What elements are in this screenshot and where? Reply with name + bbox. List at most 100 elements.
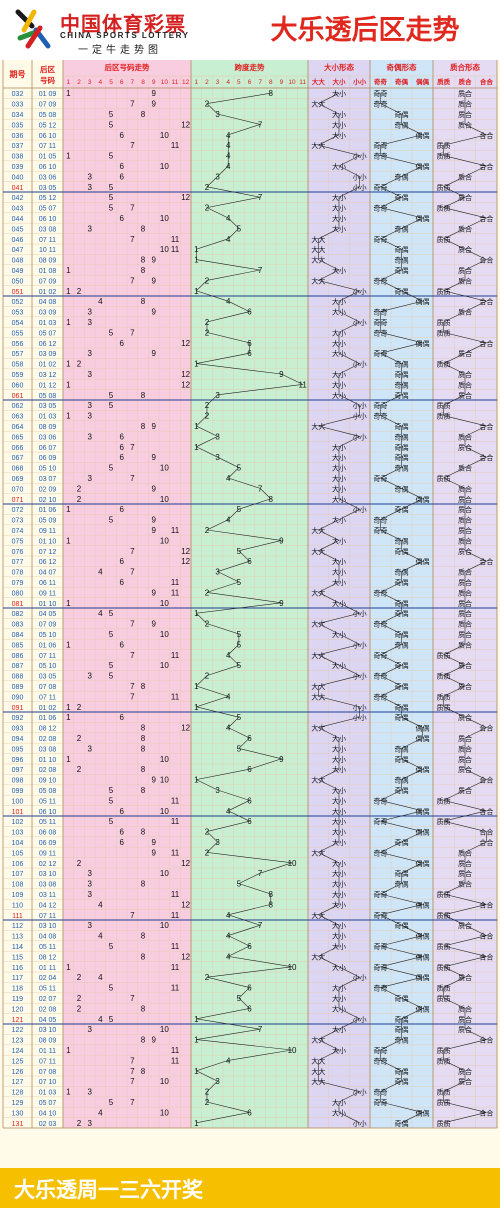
prime-pattern-mark: 质合 — [458, 245, 472, 254]
back-numbers: 08 12 — [39, 726, 57, 733]
issue-number: 113 — [12, 934, 23, 941]
parity-pattern-mark: 奇偶 — [395, 224, 409, 233]
trend-number-mark: 11 — [171, 796, 180, 805]
size-pattern-mark: 大小 — [332, 495, 346, 504]
size-pattern-mark: 大大 — [311, 1077, 325, 1086]
trend-number-mark: 8 — [141, 932, 146, 941]
size-pattern-mark: 大小 — [332, 308, 346, 317]
trend-number-mark: 12 — [181, 120, 190, 129]
issue-number: 077 — [12, 559, 24, 566]
prime-pattern-mark: 质合 — [458, 276, 472, 285]
parity-pattern-mark: 奇奇 — [374, 474, 388, 483]
span-value-mark: 4 — [226, 952, 231, 961]
trend-number-mark: 3 — [87, 318, 92, 327]
span-tick-label: 2 — [205, 79, 209, 86]
size-pattern-mark: 大小 — [332, 661, 346, 670]
prime-pattern-mark: 质质 — [437, 1056, 451, 1065]
trend-number-mark: 7 — [130, 100, 135, 109]
size-pattern-mark: 大大 — [311, 100, 325, 109]
prime-pattern-mark: 质合 — [458, 1077, 472, 1086]
trend-number-mark: 8 — [141, 391, 146, 400]
size-pattern-mark: 小小 — [353, 973, 367, 982]
trend-number-mark: 1 — [66, 318, 71, 327]
trend-number-mark: 8 — [141, 880, 146, 889]
trend-number-mark: 12 — [181, 952, 190, 961]
size-pattern-mark: 小小 — [353, 152, 367, 161]
span-value-mark: 1 — [194, 1036, 199, 1045]
back-numbers: 01 06 — [39, 507, 57, 514]
parity-pattern-mark: 奇偶 — [395, 921, 409, 930]
parity-pattern-mark: 奇偶 — [395, 640, 409, 649]
back-numbers: 01 09 — [39, 91, 57, 98]
span-value-mark: 10 — [288, 859, 297, 868]
span-value-mark: 4 — [226, 162, 231, 171]
trend-number-mark: 12 — [181, 724, 190, 733]
span-value-mark: 3 — [215, 432, 220, 441]
trend-number-mark: 8 — [141, 952, 146, 961]
span-value-mark: 6 — [247, 817, 252, 826]
back-numbers: 07 10 — [39, 1079, 57, 1086]
trend-number-mark: 6 — [119, 838, 124, 847]
parity-pattern-mark: 奇偶 — [395, 193, 409, 202]
back-numbers: 07 12 — [39, 549, 57, 556]
trend-number-mark: 9 — [151, 1036, 156, 1045]
span-value-mark: 7 — [258, 921, 263, 930]
prime-pattern-mark: 质质 — [437, 287, 451, 296]
issue-number: 103 — [12, 830, 24, 837]
span-value-mark: 1 — [194, 682, 199, 691]
prime-pattern-mark: 合合 — [479, 214, 493, 223]
parity-pattern-mark: 奇奇 — [374, 588, 388, 597]
issue-number: 088 — [12, 674, 24, 681]
trend-tick-label: 5 — [109, 79, 113, 86]
issue-number: 109 — [12, 892, 24, 899]
prime-pattern-mark: 质质 — [437, 890, 451, 899]
span-value-mark: 6 — [247, 765, 252, 774]
size-pattern-mark: 大小 — [332, 942, 346, 951]
size-pattern-mark: 小小 — [353, 672, 367, 681]
lottery-logo-icon — [15, 9, 51, 49]
parity-pattern-mark: 偶偶 — [416, 807, 430, 816]
parity-pattern-mark: 奇偶 — [395, 464, 409, 473]
trend-number-mark: 7 — [130, 1098, 135, 1107]
back-numbers: 01 10 — [39, 538, 57, 545]
span-value-mark: 1 — [194, 360, 199, 369]
size-pattern-mark: 小小 — [353, 505, 367, 514]
parity-pattern-mark: 奇奇 — [374, 963, 388, 972]
prime-pattern-mark: 合合 — [479, 256, 493, 265]
back-numbers: 05 11 — [39, 944, 56, 951]
size-pattern-mark: 大大 — [311, 692, 325, 701]
header-back-2: 号码 — [40, 76, 55, 85]
issue-number: 079 — [12, 580, 24, 587]
back-numbers: 05 11 — [39, 798, 56, 805]
span-value-mark: 4 — [226, 932, 231, 941]
trend-number-mark: 3 — [87, 890, 92, 899]
trend-number-mark: 2 — [77, 994, 82, 1003]
prime-pattern-mark: 质质 — [437, 994, 451, 1003]
parity-pattern-mark: 奇奇 — [374, 204, 388, 213]
span-value-mark: 3 — [215, 172, 220, 181]
span-value-mark: 4 — [226, 297, 231, 306]
back-numbers: 05 10 — [39, 632, 57, 639]
back-numbers: 02 12 — [39, 861, 57, 868]
issue-number: 043 — [12, 206, 24, 213]
issue-number: 052 — [12, 299, 24, 306]
issue-number: 065 — [12, 434, 24, 441]
trend-number-mark: 8 — [141, 828, 146, 837]
trend-number-mark: 8 — [141, 224, 146, 233]
issue-number: 063 — [12, 414, 24, 421]
back-numbers: 08 09 — [39, 258, 57, 265]
trend-number-mark: 12 — [181, 339, 190, 348]
trend-number-mark: 3 — [87, 1119, 92, 1128]
parity-pattern-mark: 奇偶 — [395, 578, 409, 587]
span-value-mark: 3 — [215, 786, 220, 795]
back-numbers: 04 12 — [39, 902, 57, 909]
prime-pattern-mark: 合合 — [479, 1108, 493, 1117]
back-numbers: 01 02 — [39, 705, 57, 712]
issue-number: 093 — [12, 726, 24, 733]
trend-number-mark: 8 — [141, 724, 146, 733]
trend-number-mark: 7 — [130, 994, 135, 1003]
span-value-mark: 5 — [237, 661, 242, 670]
issue-number: 114 — [12, 944, 23, 951]
header-back-1: 后区 — [40, 64, 55, 74]
trend-number-mark: 1 — [66, 266, 71, 275]
